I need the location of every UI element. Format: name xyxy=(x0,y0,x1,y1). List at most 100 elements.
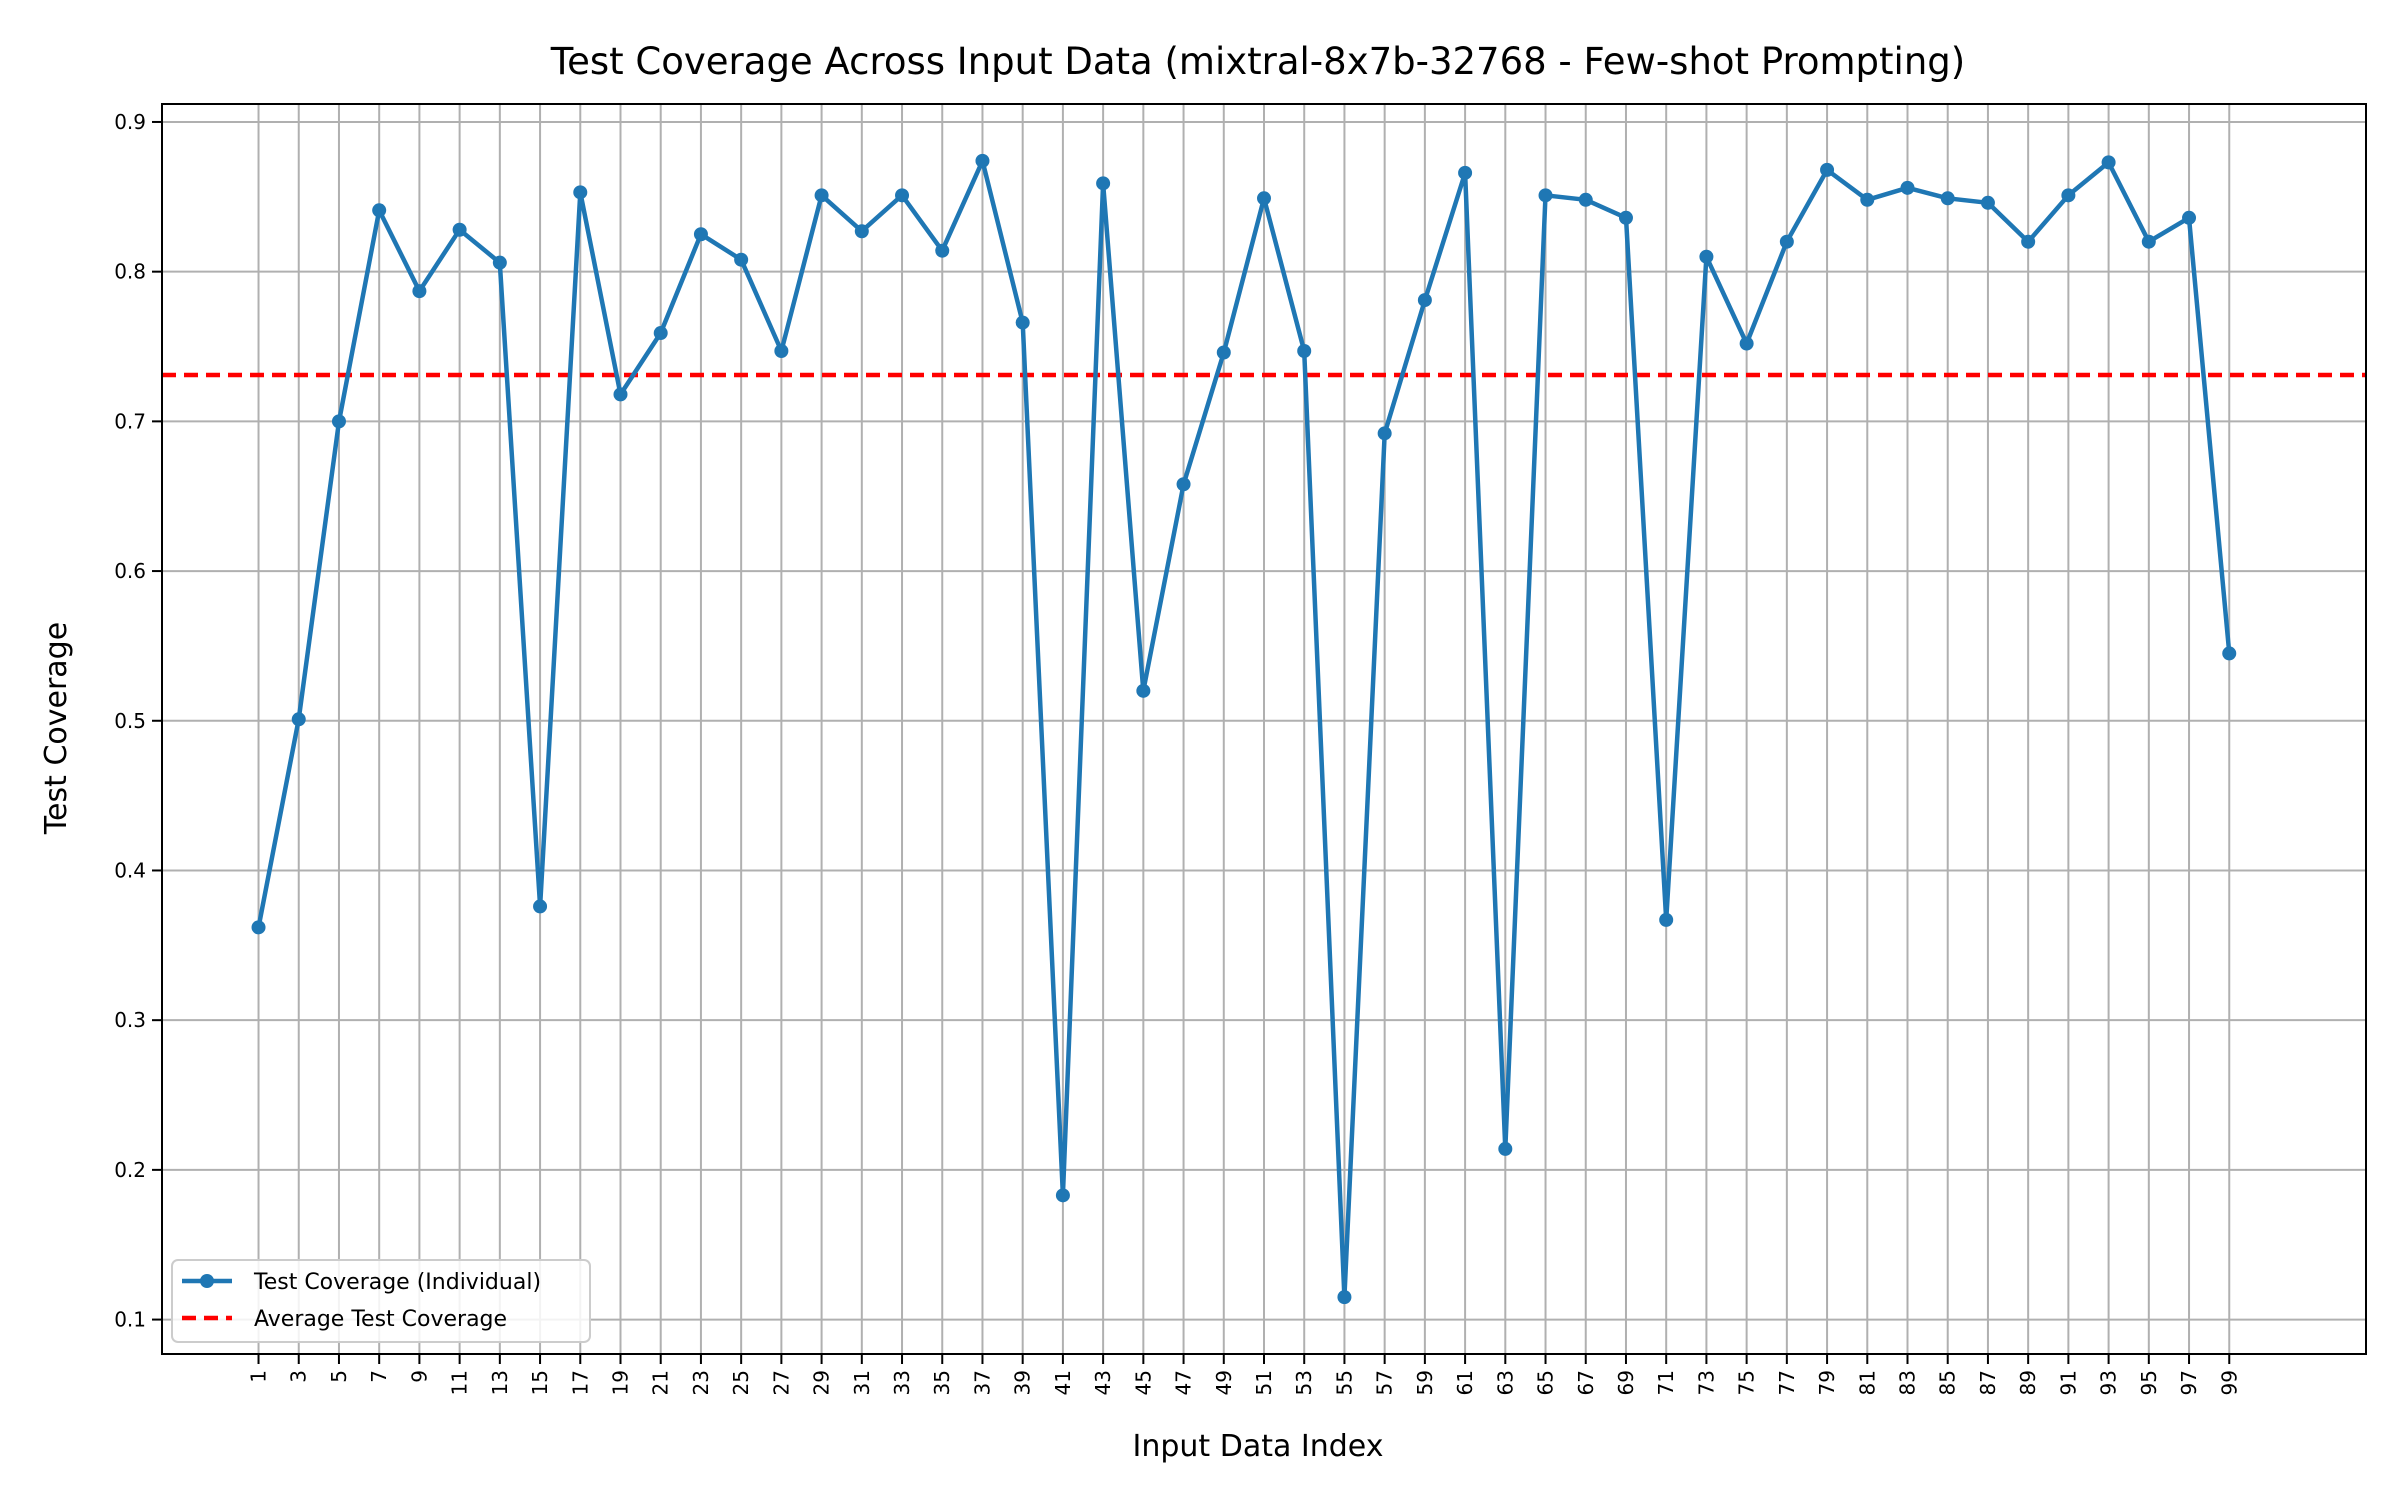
data-point xyxy=(895,188,910,203)
data-point xyxy=(1458,165,1473,180)
x-tick-label: 91 xyxy=(2056,1370,2080,1395)
series-layer xyxy=(251,153,2237,1305)
data-point xyxy=(412,284,427,299)
x-tick-label: 73 xyxy=(1694,1370,1718,1395)
data-point xyxy=(653,326,668,341)
data-point xyxy=(2222,646,2237,661)
data-point xyxy=(372,203,387,218)
x-tick-label: 25 xyxy=(729,1370,753,1395)
legend-box xyxy=(171,1259,591,1343)
x-tick-label: 67 xyxy=(1574,1370,1598,1395)
data-point xyxy=(1015,315,1030,330)
data-point xyxy=(1860,192,1875,207)
y-tick-label: 0.3 xyxy=(114,1008,146,1032)
x-tick-label: 7 xyxy=(367,1370,391,1383)
x-tick-label: 77 xyxy=(1775,1370,1799,1395)
x-tick-label: 75 xyxy=(1735,1370,1759,1395)
data-point xyxy=(1176,477,1191,492)
x-tick-label: 19 xyxy=(608,1370,632,1395)
data-point xyxy=(2101,155,2116,170)
x-tick-label: 51 xyxy=(1252,1370,1276,1395)
data-point xyxy=(492,255,507,270)
data-point xyxy=(1618,210,1633,225)
x-axis-label: Input Data Index xyxy=(1133,1429,1384,1464)
x-tick-label: 45 xyxy=(1131,1370,1155,1395)
data-point xyxy=(1096,176,1111,191)
x-tick-label: 95 xyxy=(2137,1370,2161,1395)
data-point xyxy=(1297,344,1312,359)
x-tick-label: 29 xyxy=(810,1370,834,1395)
x-axis-ticks: 1 3 5 7 9 11 13 15 17 19 21 23 25 27 29 31 33 35 37 39 41 43 4… xyxy=(247,1354,2241,1395)
data-point xyxy=(1136,683,1151,698)
data-point xyxy=(854,224,869,239)
x-tick-label: 85 xyxy=(1936,1370,1960,1395)
y-axis-label: Test Coverage xyxy=(39,622,74,835)
legend: Test Coverage (Individual) Average Test … xyxy=(171,1259,591,1343)
x-tick-label: 41 xyxy=(1051,1370,1075,1395)
x-tick-label: 35 xyxy=(930,1370,954,1395)
data-point xyxy=(1257,191,1271,206)
x-tick-label: 43 xyxy=(1091,1370,1115,1395)
data-point xyxy=(935,243,950,258)
series-line xyxy=(256,158,2232,1300)
x-tick-label: 55 xyxy=(1332,1370,1356,1395)
data-point xyxy=(1980,195,1995,210)
x-tick-label: 65 xyxy=(1534,1370,1558,1395)
y-tick-label: 0.6 xyxy=(114,559,146,583)
x-tick-label: 21 xyxy=(649,1370,673,1395)
chart-title: Test Coverage Across Input Data (mixtral… xyxy=(550,40,1965,83)
data-point xyxy=(331,414,346,429)
x-tick-label: 5 xyxy=(327,1370,351,1383)
data-point xyxy=(452,222,467,237)
x-tick-label: 17 xyxy=(568,1370,592,1395)
data-point xyxy=(1820,162,1835,177)
data-point xyxy=(613,387,628,402)
x-tick-label: 61 xyxy=(1453,1370,1477,1395)
data-point xyxy=(533,899,548,914)
legend-label-individual: Test Coverage (Individual) xyxy=(253,1270,541,1295)
x-tick-label: 9 xyxy=(407,1370,431,1383)
x-tick-label: 13 xyxy=(488,1370,512,1395)
data-point xyxy=(734,252,749,267)
data-point xyxy=(1538,188,1553,203)
x-tick-label: 69 xyxy=(1614,1370,1638,1395)
x-tick-label: 37 xyxy=(970,1370,994,1395)
x-tick-label: 39 xyxy=(1011,1370,1035,1395)
data-point xyxy=(1659,912,1674,927)
data-point xyxy=(1578,192,1593,207)
data-point xyxy=(1940,191,1955,206)
data-point xyxy=(975,153,990,168)
data-point xyxy=(1900,180,1915,195)
y-tick-label: 0.9 xyxy=(114,110,146,134)
data-point xyxy=(1699,249,1714,264)
x-tick-label: 79 xyxy=(1815,1370,1839,1395)
data-point xyxy=(1498,1141,1513,1156)
data-point xyxy=(1216,345,1231,360)
x-tick-label: 89 xyxy=(2016,1370,2040,1395)
x-tick-label: 59 xyxy=(1413,1370,1437,1395)
x-tick-label: 33 xyxy=(890,1370,914,1395)
legend-marker-individual-dot xyxy=(200,1274,214,1288)
y-tick-label: 0.8 xyxy=(114,260,146,284)
data-point xyxy=(1055,1188,1070,1203)
y-tick-label: 0.7 xyxy=(114,409,146,433)
y-tick-label: 0.1 xyxy=(114,1308,146,1332)
data-point xyxy=(1417,293,1432,308)
data-point xyxy=(1377,426,1392,441)
data-point xyxy=(1739,336,1754,351)
data-point xyxy=(2021,234,2036,249)
x-tick-label: 31 xyxy=(850,1370,874,1395)
x-tick-label: 87 xyxy=(1976,1370,2000,1395)
y-tick-label: 0.5 xyxy=(114,709,146,733)
y-axis-ticks: 0.1 0.2 0.3 0.4 0.5 0.6 0.7 0.8 0.9 xyxy=(114,110,162,1332)
x-tick-label: 71 xyxy=(1654,1370,1678,1395)
grid xyxy=(162,104,2366,1354)
x-tick-label: 1 xyxy=(247,1370,271,1383)
legend-label-average: Average Test Coverage xyxy=(254,1307,507,1332)
x-tick-label: 3 xyxy=(287,1370,311,1383)
x-tick-label: 83 xyxy=(1896,1370,1920,1395)
x-tick-label: 49 xyxy=(1212,1370,1236,1395)
data-point xyxy=(573,185,588,200)
